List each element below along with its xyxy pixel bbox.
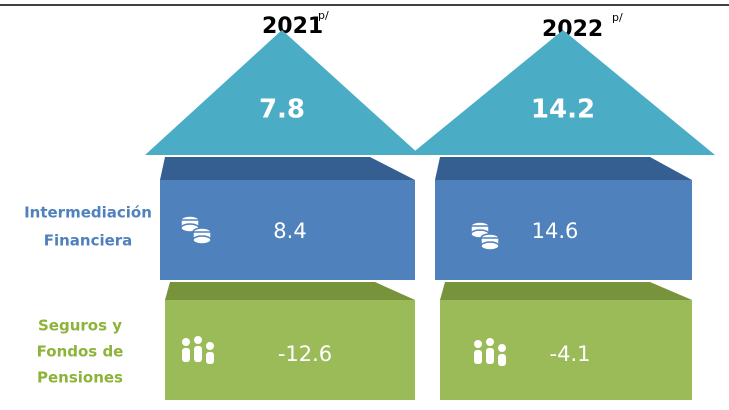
year: 2022 (542, 17, 603, 42)
shelf (165, 282, 415, 300)
row-label: Financiera (44, 232, 133, 250)
row-label: Seguros y (38, 317, 122, 335)
coins-icon (470, 221, 500, 251)
row-label: Fondos de (37, 343, 124, 361)
people-icon (182, 336, 214, 364)
value: 8.4 (273, 219, 306, 243)
value: -12.6 (278, 342, 332, 366)
roof (410, 30, 715, 155)
value: 14.6 (532, 219, 579, 243)
total: 7.8 (259, 95, 305, 125)
value: -4.1 (550, 342, 591, 366)
row-label: Intermediación (24, 204, 152, 222)
total: 14.2 (531, 95, 595, 125)
shelf (160, 157, 415, 180)
year-note: p/ (318, 9, 329, 22)
row-label: Pensiones (37, 369, 123, 387)
year: 2021 (262, 14, 323, 39)
people-icon (474, 338, 506, 366)
shelf (435, 157, 692, 180)
roof (145, 30, 420, 155)
shelf (440, 282, 692, 300)
year-note: p/ (612, 11, 623, 24)
coins-icon (180, 215, 212, 245)
box (165, 300, 415, 400)
box (440, 300, 692, 400)
